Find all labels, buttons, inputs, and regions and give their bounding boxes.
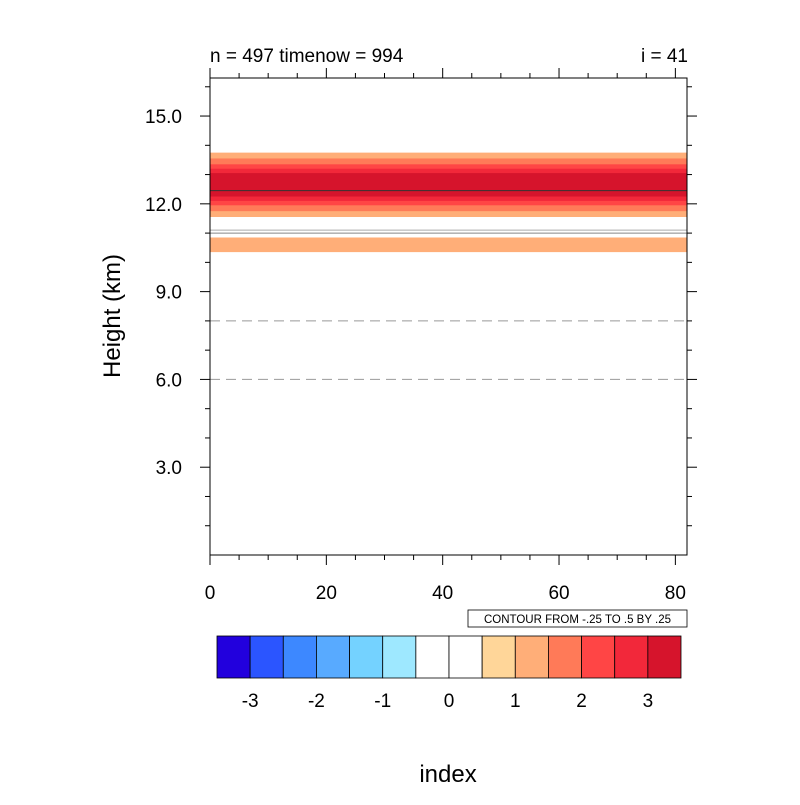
colorbar-label: 0 — [444, 691, 455, 712]
colorbar-swatch — [249, 635, 284, 679]
colorbar-swatch — [548, 635, 582, 679]
y-tick-label: 12.0 — [145, 195, 182, 216]
y-tick-label: 15.0 — [145, 107, 182, 128]
contour-info-text: CONTOUR FROM -.25 TO .5 BY .25 — [484, 614, 671, 626]
colorbar-swatch — [614, 635, 649, 679]
colorbar-label: -3 — [242, 691, 259, 712]
contour-band — [210, 173, 687, 197]
x-axis-label: index — [419, 761, 476, 788]
title-right: i = 41 — [641, 46, 688, 67]
x-tick-labels: 0 20 40 60 80 — [205, 583, 686, 604]
x-tick-label: 80 — [665, 583, 686, 604]
y-tick-label: 9.0 — [156, 283, 182, 304]
contour-line-layer — [210, 190, 687, 380]
colorbar-label: 1 — [510, 691, 521, 712]
x-tick-label: 60 — [548, 583, 569, 604]
colorbar-label: -2 — [308, 691, 325, 712]
y-tick-label: 3.0 — [156, 458, 182, 479]
y-axis-label: Height (km) — [99, 254, 126, 378]
colorbar: -3 -2 -1 0 1 2 3 — [216, 635, 682, 712]
colorbar-swatch — [415, 635, 450, 679]
colorbar-swatch — [647, 635, 682, 679]
title-left: n = 497 timenow = 994 — [210, 46, 404, 67]
y-tick-label: 6.0 — [156, 370, 182, 391]
contour-info-box: CONTOUR FROM -.25 TO .5 BY .25 — [467, 609, 688, 628]
y-tick-labels: 3.0 6.0 9.0 12.0 15.0 — [145, 107, 182, 479]
colorbar-swatch — [581, 635, 616, 679]
colorbar-label: 2 — [576, 691, 587, 712]
colorbar-swatch — [514, 635, 549, 679]
axis-ticks — [200, 68, 697, 565]
colorbar-swatch — [481, 635, 516, 679]
colorbar-swatch — [316, 635, 350, 679]
x-tick-label: 40 — [432, 583, 453, 604]
colorbar-swatch — [216, 635, 251, 679]
colorbar-swatch — [382, 635, 417, 679]
colorbar-label: -1 — [374, 691, 391, 712]
x-tick-label: 20 — [316, 583, 337, 604]
x-tick-label: 0 — [205, 583, 216, 604]
colorbar-swatch — [448, 635, 483, 679]
plot-frame — [209, 77, 688, 556]
colorbar-swatch — [349, 635, 384, 679]
contour-fill-layer — [210, 152, 687, 253]
contour-band — [210, 237, 687, 253]
colorbar-swatch — [282, 635, 317, 679]
colorbar-label: 3 — [643, 691, 654, 712]
